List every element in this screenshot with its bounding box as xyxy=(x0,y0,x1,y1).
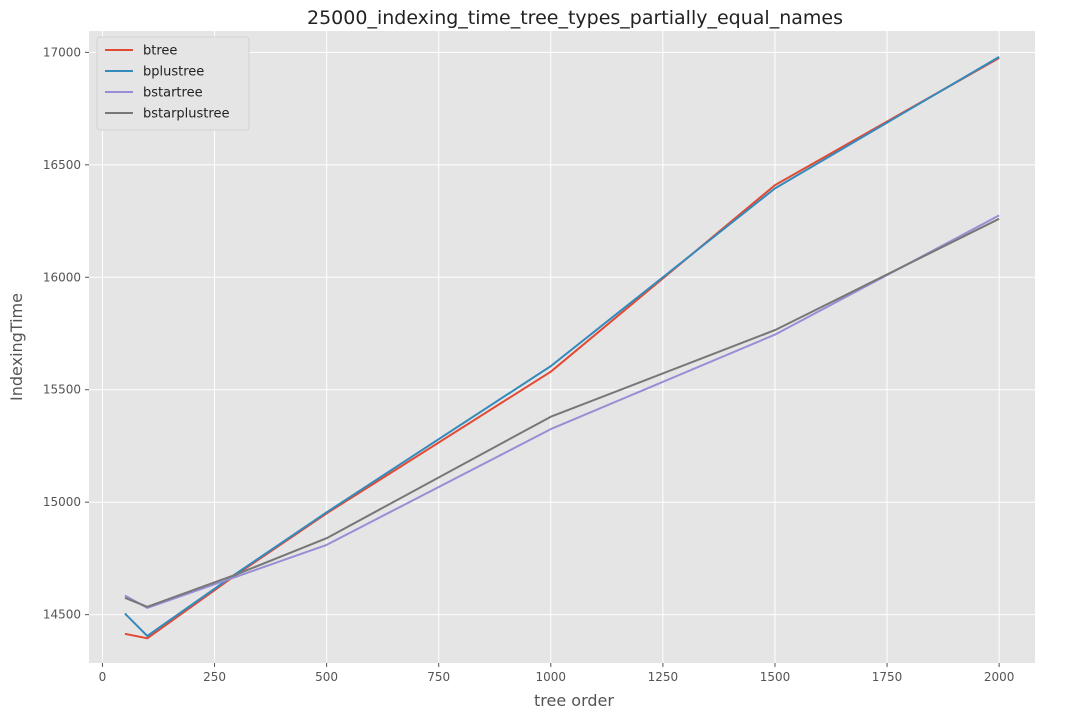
y-tick-label: 15000 xyxy=(43,495,81,509)
legend-box xyxy=(96,36,250,131)
series-line-bstarplustree xyxy=(124,217,1000,608)
x-tick-label: 250 xyxy=(203,670,226,684)
x-tick-label: 1500 xyxy=(760,670,791,684)
y-tick-label: 16500 xyxy=(43,158,81,172)
grid-lines xyxy=(89,31,1035,663)
axis-ticks: 0 250 500 750 1000 1250 1500 1750 2000 14500 15000… xyxy=(43,45,1015,684)
x-tick-label: 2000 xyxy=(984,670,1015,684)
y-tick-label: 15500 xyxy=(43,383,81,397)
legend-label-bstartree: bstartree xyxy=(143,86,203,101)
y-tick-label: 17000 xyxy=(43,45,81,59)
x-tick-label: 1750 xyxy=(872,670,903,684)
x-tick-label: 500 xyxy=(315,670,338,684)
x-tick-label: 1250 xyxy=(648,670,679,684)
y-axis-label: IndexingTime xyxy=(7,293,26,401)
legend-label-bstarplustree: bstarplustree xyxy=(143,107,229,122)
y-tick-label: 16000 xyxy=(43,270,81,284)
plot-area xyxy=(89,31,1035,663)
legend-label-btree: btree xyxy=(143,44,177,59)
x-tick-label: 750 xyxy=(427,670,450,684)
legend-label-bplustree: bplustree xyxy=(143,65,204,80)
y-tick-label: 14500 xyxy=(43,608,81,622)
x-tick-label: 0 xyxy=(99,670,107,684)
series-line-bplustree xyxy=(124,56,1000,637)
x-axis-label: tree order xyxy=(534,691,614,710)
series-line-bstartree xyxy=(124,214,1000,609)
chart-title: 25000_indexing_time_tree_types_partially… xyxy=(307,7,843,29)
series-lines xyxy=(124,56,1000,640)
x-tick-label: 1000 xyxy=(536,670,567,684)
legend: btree bplustree bstartree bstarplustree xyxy=(96,36,250,131)
